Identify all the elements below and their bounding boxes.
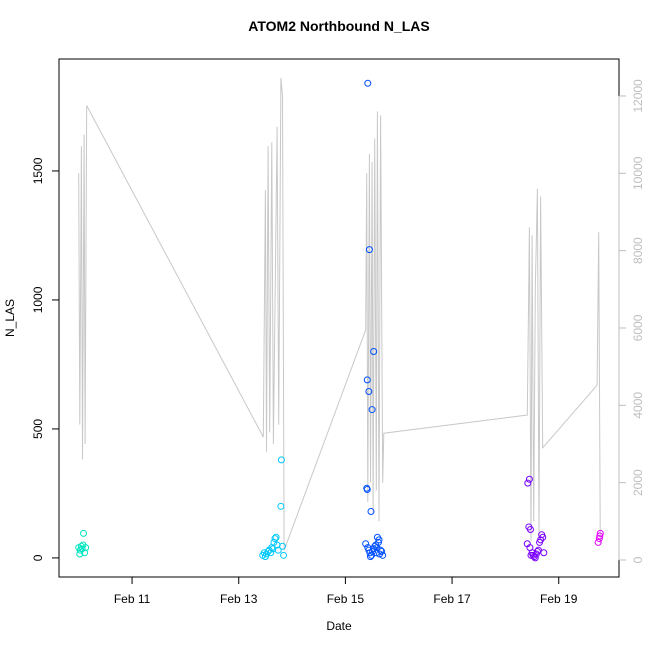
point — [280, 551, 288, 559]
point — [365, 246, 373, 254]
point — [527, 551, 535, 559]
y2-tick-label: 12000 — [631, 79, 645, 113]
y2-tick-label: 2000 — [631, 469, 645, 496]
point — [526, 526, 534, 534]
y2-tick-label: 8000 — [631, 237, 645, 264]
y2-tick-label: 10000 — [631, 156, 645, 190]
point — [375, 536, 383, 544]
point — [525, 475, 533, 483]
x-axis-label: Date — [326, 619, 352, 633]
point — [277, 456, 285, 464]
x-tick-label: Feb 19 — [540, 592, 578, 606]
x-tick-label: Feb 13 — [220, 592, 258, 606]
point — [82, 544, 90, 552]
y-tick-label: 0 — [31, 554, 45, 561]
point — [363, 486, 371, 494]
point — [378, 547, 386, 555]
point — [524, 479, 532, 487]
point — [77, 542, 85, 550]
point — [596, 532, 604, 540]
point — [274, 546, 282, 554]
y2-tick-label: 4000 — [631, 392, 645, 419]
line — [78, 77, 601, 551]
point — [594, 538, 602, 546]
point — [373, 544, 381, 552]
point — [536, 538, 544, 546]
point — [277, 502, 285, 510]
point — [533, 547, 541, 555]
point — [272, 533, 280, 541]
point — [595, 535, 603, 543]
y2-tick-label: 0 — [631, 556, 645, 563]
y-tick-label: 1000 — [31, 286, 45, 313]
point — [596, 529, 604, 537]
point — [364, 79, 372, 87]
x-tick-label: Feb 15 — [327, 592, 365, 606]
point — [366, 553, 374, 561]
y2-tick-label: 6000 — [631, 314, 645, 341]
point — [81, 549, 89, 557]
point — [370, 348, 378, 356]
y-axis-label: N_LAS — [3, 299, 17, 337]
point — [271, 535, 279, 543]
x-tick-label: Feb 11 — [114, 592, 151, 606]
chart-title: ATOM2 Northbound N_LAS — [248, 18, 429, 34]
y-tick-label: 1500 — [31, 157, 45, 184]
point — [362, 540, 370, 548]
point — [367, 507, 375, 515]
point — [365, 388, 373, 396]
point — [540, 549, 548, 557]
y-tick-label: 500 — [31, 419, 45, 439]
point — [80, 529, 88, 537]
point — [539, 533, 547, 541]
point — [379, 551, 387, 559]
point — [267, 549, 275, 557]
point — [278, 542, 286, 550]
point — [363, 376, 371, 384]
point — [368, 406, 376, 414]
x-tick-label: Feb 17 — [433, 592, 471, 606]
